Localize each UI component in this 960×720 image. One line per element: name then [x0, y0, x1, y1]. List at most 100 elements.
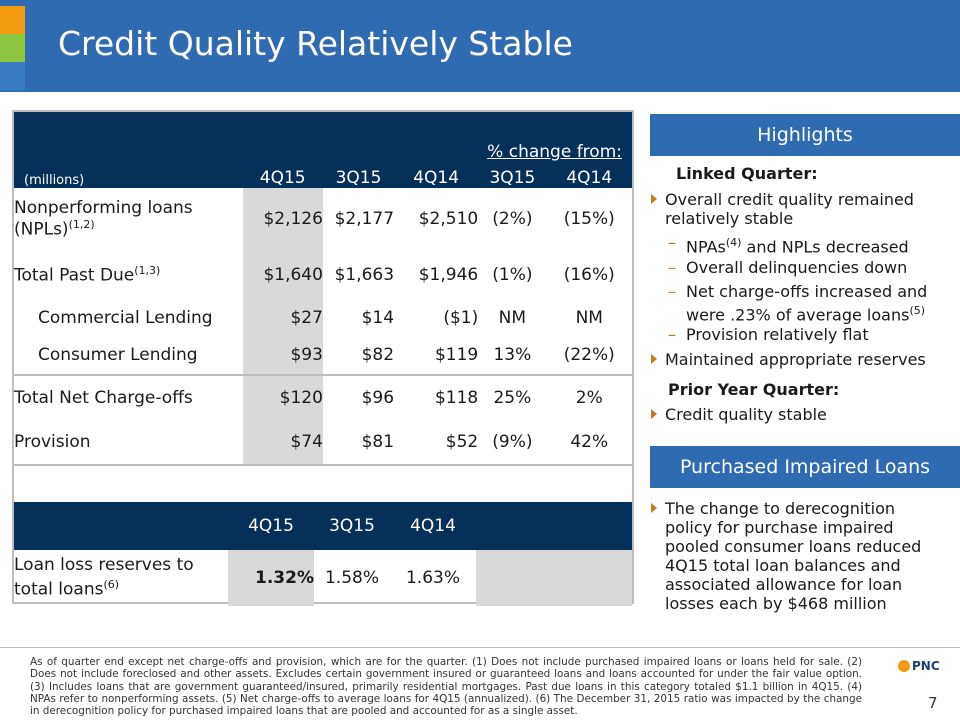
row-label-text: Nonperforming loans (NPLs): [14, 198, 193, 240]
bullet-text: Provision relatively flat: [686, 325, 869, 344]
page-number: 7: [928, 694, 938, 712]
col-header-empty: [476, 502, 632, 550]
cell: (9%): [478, 420, 547, 466]
row-label-text: Loan loss reserves to total loans: [14, 555, 194, 600]
col-header: 4Q15: [242, 112, 323, 188]
sub-bullet-item: – NPAs(4) and NPLs decreased: [668, 233, 946, 257]
footnote-ref: (4): [725, 236, 742, 249]
col-header: 4Q14: [394, 112, 479, 188]
table-row: Consumer Lending $93 $82 $119 13% (22%): [14, 336, 632, 375]
table-row: Provision $74 $81 $52 (9%) 42%: [14, 420, 632, 466]
cell: 13%: [493, 345, 532, 365]
cell: (1%): [492, 265, 533, 285]
pct-change-label: % change from:: [487, 142, 622, 162]
bullet-arrow-icon: [651, 354, 657, 364]
col-header: % change from: 4Q14: [487, 112, 632, 188]
credit-quality-table: (millions) 4Q15 3Q15 4Q14 3Q15 % change …: [14, 112, 632, 466]
cell: $119: [434, 345, 479, 365]
cell: 1.63%: [405, 568, 460, 588]
prior-year-heading: Prior Year Quarter:: [668, 380, 840, 399]
linked-quarter-heading: Linked Quarter:: [676, 164, 818, 183]
cell: $52: [394, 420, 479, 466]
cell: $14: [361, 308, 395, 328]
cell: $82: [361, 345, 395, 365]
bullet-text: NPAs: [686, 237, 726, 257]
cell: $1,946: [418, 265, 479, 285]
dash-icon: –: [668, 233, 676, 252]
page-title: Credit Quality Relatively Stable: [58, 24, 573, 63]
cell: $118: [394, 374, 479, 420]
row-label: Nonperforming loans (NPLs)(1,2): [14, 188, 243, 250]
col-header: 4Q15: [228, 502, 314, 550]
row-label: Loan loss reserves to total loans(6): [14, 550, 228, 606]
row-label: Commercial Lending: [38, 308, 213, 328]
cell: $93: [242, 336, 323, 375]
sub-bullet-item: – Overall delinquencies down: [668, 258, 946, 277]
cell: NM: [498, 308, 527, 328]
table-row: Nonperforming loans (NPLs)(1,2) $2,126 $…: [14, 188, 632, 250]
sub-bullet-item: – Provision relatively flat: [668, 325, 946, 344]
bullet-arrow-icon: [651, 409, 657, 419]
table-row: Total Net Charge-offs $120 $96 $118 25% …: [14, 374, 632, 420]
cell: 25%: [478, 374, 547, 420]
footnote-ref: (5): [909, 304, 926, 317]
reserves-table: 4Q15 3Q15 4Q14 Loan loss reserves to tot…: [14, 502, 632, 606]
col-header-label: 3Q15: [489, 168, 536, 188]
bullet-text: The change to derecognition policy for p…: [665, 499, 922, 613]
cell: (15%): [563, 209, 615, 229]
table-header-row: 4Q15 3Q15 4Q14: [14, 502, 632, 550]
accent-square-green: [0, 34, 25, 62]
footnote-ref: (1,3): [134, 264, 161, 278]
highlights-header: Highlights: [650, 114, 960, 156]
cell: (2%): [492, 209, 533, 229]
footer-divider: [0, 647, 960, 648]
cell: $27: [242, 300, 323, 336]
col-header-label: 4Q14: [566, 168, 613, 188]
row-label: Total Net Charge-offs: [14, 374, 243, 420]
cell: $96: [322, 374, 395, 420]
row-label: Consumer Lending: [38, 345, 198, 365]
bullet-text: Overall credit quality remained relative…: [665, 190, 914, 228]
cell: $2,177: [334, 209, 395, 229]
cell: ($1): [443, 308, 479, 328]
footnote: As of quarter end except net charge-offs…: [30, 656, 862, 718]
table-row: Commercial Lending $27 $14 ($1) NM NM: [14, 300, 632, 336]
accent-square-orange: [0, 6, 25, 34]
row-label-text: Total Past Due: [14, 265, 135, 286]
bullet-arrow-icon: [651, 194, 657, 204]
col-header: 3Q15: [478, 112, 547, 188]
pnc-logo: PNC: [898, 659, 940, 673]
bullet-text: Credit quality stable: [665, 405, 827, 424]
col-header: 4Q14: [390, 502, 476, 550]
bullet-arrow-icon: [651, 503, 657, 513]
table-row: Total Past Due(1,3) $1,640 $1,663 $1,946…: [14, 250, 632, 300]
cell: 1.58%: [324, 568, 379, 588]
credit-quality-table-frame: (millions) 4Q15 3Q15 4Q14 3Q15 % change …: [12, 110, 634, 606]
footnote-ref: (1,2): [68, 218, 95, 232]
cell: NM: [575, 308, 603, 328]
cell: $1,640: [242, 250, 323, 300]
cell: 42%: [546, 420, 632, 466]
table-row: Loan loss reserves to total loans(6) 1.3…: [14, 550, 632, 606]
dash-icon: –: [668, 282, 676, 301]
bullet-item: Overall credit quality remained relative…: [651, 190, 945, 228]
bullet-text: Net charge-offs increased and were .23% …: [686, 282, 928, 325]
cell: $74: [242, 420, 323, 466]
cell: 1.32%: [228, 550, 314, 606]
col-header-empty: [14, 502, 228, 550]
unit-label: (millions): [14, 112, 243, 188]
cell: $120: [242, 374, 323, 420]
bullet-text: and NPLs decreased: [741, 237, 909, 257]
col-header: 3Q15: [322, 112, 395, 188]
sub-bullet-item: – Net charge-offs increased and were .23…: [668, 282, 948, 325]
bullet-item: Maintained appropriate reserves: [651, 350, 945, 369]
logo-text: PNC: [912, 659, 940, 673]
bullet-text: Overall delinquencies down: [686, 258, 908, 277]
cell: $2,126: [242, 188, 323, 250]
cell: $2,510: [418, 209, 479, 229]
bullet-item: The change to derecognition policy for p…: [651, 499, 927, 613]
footnote-ref: (6): [103, 578, 120, 592]
purchased-impaired-header: Purchased Impaired Loans: [650, 446, 960, 488]
dash-icon: –: [668, 258, 676, 277]
cell: 2%: [546, 374, 632, 420]
